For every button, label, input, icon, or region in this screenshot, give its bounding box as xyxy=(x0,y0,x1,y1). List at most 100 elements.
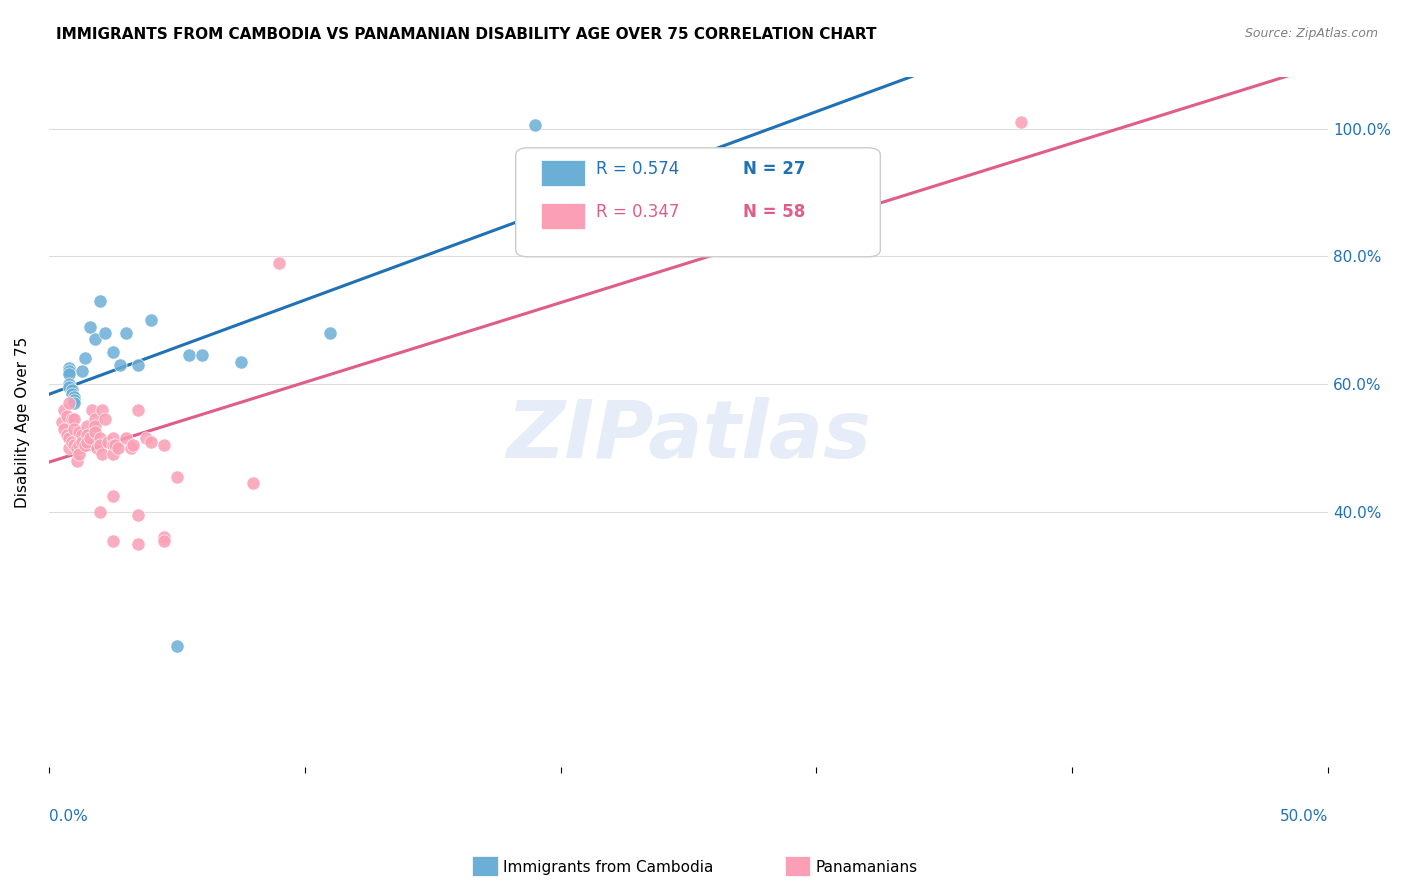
Point xyxy=(101,431,124,445)
Point xyxy=(166,469,188,483)
Point xyxy=(191,348,214,362)
Point xyxy=(60,412,83,426)
Point xyxy=(51,415,73,429)
Point xyxy=(101,533,124,548)
Point xyxy=(110,358,132,372)
Point xyxy=(107,441,129,455)
Point xyxy=(153,533,176,548)
Point xyxy=(89,293,111,308)
Point xyxy=(63,396,86,410)
Text: Panamanians: Panamanians xyxy=(815,860,918,874)
Point xyxy=(79,319,101,334)
Point xyxy=(97,434,120,449)
Point xyxy=(139,434,162,449)
Point xyxy=(91,447,114,461)
Point xyxy=(127,402,149,417)
Point xyxy=(101,489,124,503)
Point xyxy=(267,255,290,269)
Point xyxy=(58,441,80,455)
Text: N = 58: N = 58 xyxy=(744,203,806,221)
Point xyxy=(120,441,142,455)
Point xyxy=(60,384,83,398)
Point xyxy=(127,537,149,551)
Text: IMMIGRANTS FROM CAMBODIA VS PANAMANIAN DISABILITY AGE OVER 75 CORRELATION CHART: IMMIGRANTS FROM CAMBODIA VS PANAMANIAN D… xyxy=(56,27,877,42)
Point xyxy=(89,438,111,452)
Point xyxy=(82,402,104,417)
Point xyxy=(63,438,86,452)
Point xyxy=(58,380,80,394)
Point xyxy=(101,447,124,461)
Point xyxy=(70,428,93,442)
Point xyxy=(83,425,105,439)
Point xyxy=(104,438,127,452)
Point xyxy=(91,402,114,417)
Point xyxy=(53,402,76,417)
Point xyxy=(242,476,264,491)
Point xyxy=(76,428,98,442)
Point xyxy=(73,351,96,366)
Point xyxy=(83,418,105,433)
FancyBboxPatch shape xyxy=(541,203,585,229)
Point xyxy=(139,313,162,327)
Y-axis label: Disability Age Over 75: Disability Age Over 75 xyxy=(15,336,30,508)
Text: R = 0.574: R = 0.574 xyxy=(596,161,679,178)
Point xyxy=(53,422,76,436)
Text: ZIPatlas: ZIPatlas xyxy=(506,397,870,475)
Point xyxy=(166,639,188,653)
Point xyxy=(55,428,77,442)
Point xyxy=(94,412,117,426)
Point xyxy=(69,447,91,461)
Point xyxy=(70,434,93,449)
Text: 50.0%: 50.0% xyxy=(1279,809,1329,823)
Point xyxy=(89,431,111,445)
FancyBboxPatch shape xyxy=(516,148,880,257)
Point xyxy=(69,425,91,439)
Point xyxy=(179,348,201,362)
FancyBboxPatch shape xyxy=(541,160,585,186)
Point xyxy=(63,392,86,407)
Point xyxy=(69,438,91,452)
Point xyxy=(101,345,124,359)
Point xyxy=(58,364,80,378)
Point xyxy=(76,434,98,449)
Point xyxy=(153,438,176,452)
Text: R = 0.347: R = 0.347 xyxy=(596,203,679,221)
Text: N = 27: N = 27 xyxy=(744,161,806,178)
Point xyxy=(127,508,149,522)
Point xyxy=(58,431,80,445)
Point xyxy=(76,418,98,433)
Point xyxy=(63,422,86,436)
Point xyxy=(79,431,101,445)
Point xyxy=(70,364,93,378)
Point xyxy=(60,386,83,401)
Point xyxy=(229,354,252,368)
Point xyxy=(523,119,546,133)
Point xyxy=(60,434,83,449)
Point xyxy=(63,412,86,426)
Point xyxy=(55,409,77,423)
Point xyxy=(63,390,86,404)
Point xyxy=(66,453,89,467)
Point xyxy=(114,326,136,340)
Point xyxy=(114,431,136,445)
Point xyxy=(83,332,105,346)
Point xyxy=(101,438,124,452)
Point xyxy=(153,530,176,544)
Point xyxy=(127,358,149,372)
Point xyxy=(135,431,157,445)
Text: Immigrants from Cambodia: Immigrants from Cambodia xyxy=(503,860,714,874)
Point xyxy=(58,377,80,392)
Point xyxy=(89,505,111,519)
Point xyxy=(83,412,105,426)
Point xyxy=(73,438,96,452)
Point xyxy=(58,396,80,410)
Point xyxy=(1010,115,1032,129)
Text: 0.0%: 0.0% xyxy=(49,809,87,823)
Point xyxy=(122,438,145,452)
Point xyxy=(58,361,80,376)
Point xyxy=(58,368,80,382)
Point xyxy=(86,441,108,455)
Point xyxy=(94,326,117,340)
Point xyxy=(319,326,342,340)
Point xyxy=(66,441,89,455)
